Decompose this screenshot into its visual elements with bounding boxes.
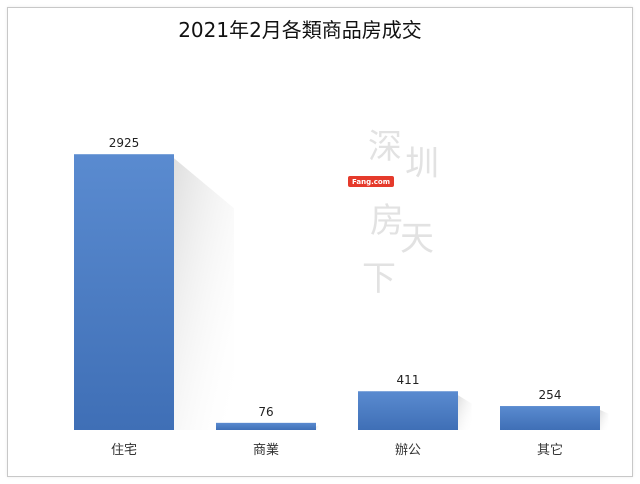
bar-shadow <box>316 425 319 430</box>
bar-shadow <box>600 410 609 430</box>
category-label: 其它 <box>537 442 563 458</box>
value-label: 2925 <box>109 136 140 150</box>
bar <box>74 154 174 430</box>
watermark-char-1: 深 <box>368 127 402 167</box>
bar-shadows <box>174 158 609 430</box>
watermark-char-3: 房 <box>370 201 404 241</box>
bar <box>500 406 600 430</box>
value-label: 254 <box>539 388 562 402</box>
watermark-char-5: 下 <box>362 259 396 299</box>
watermark-char-4: 天 <box>400 219 434 259</box>
watermark: Fang.com 深 圳 房 天 下 <box>348 127 439 299</box>
value-label: 76 <box>258 405 273 419</box>
category-label: 住宅 <box>111 443 137 458</box>
bars <box>74 154 600 430</box>
bar-shadow <box>174 158 234 430</box>
category-labels: 住宅 商業 辦公 其它 <box>111 442 563 458</box>
watermark-badge <box>348 176 394 187</box>
bar-shadow <box>458 395 472 430</box>
value-labels: 2925 76 411 254 <box>109 136 562 419</box>
value-label: 411 <box>397 373 420 387</box>
bar <box>358 391 458 430</box>
category-label: 辦公 <box>395 443 421 458</box>
watermark-site-text: Fang.com <box>352 178 390 186</box>
bar <box>216 422 316 430</box>
chart-title: 2021年2月各類商品房成交 <box>178 18 422 42</box>
watermark-char-2: 圳 <box>405 144 439 184</box>
category-label: 商業 <box>253 442 279 458</box>
